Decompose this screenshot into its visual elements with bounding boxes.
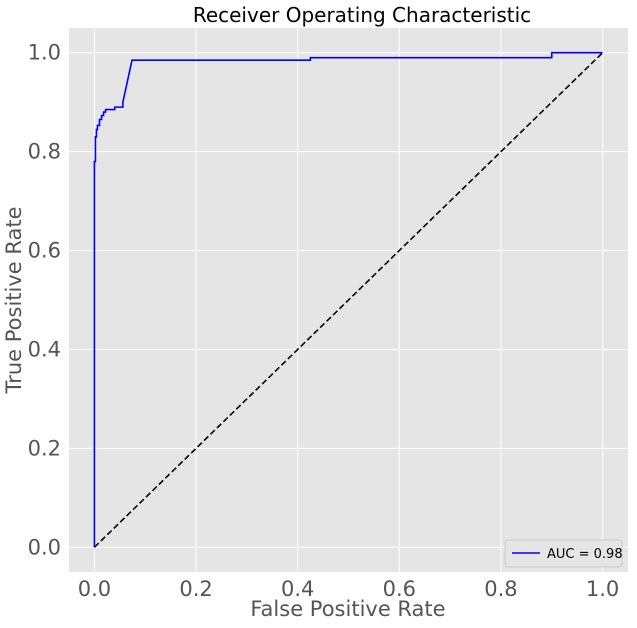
- legend-box: [504, 539, 623, 568]
- x-tick-label: 0.4: [281, 577, 314, 601]
- x-tick-label: 0.8: [484, 577, 517, 601]
- legend-label: AUC = 0.98: [547, 547, 623, 562]
- chance-diagonal-line: [93, 52, 604, 548]
- y-tick-label: 0.2: [28, 436, 61, 460]
- x-tick-label: 0.2: [179, 577, 212, 601]
- grid-lines: [69, 28, 628, 572]
- chart-title: Receiver Operating Characteristic: [193, 3, 531, 27]
- y-tick-label: 0.6: [28, 239, 61, 263]
- roc-curve-line: [93, 51, 603, 548]
- x-axis-label: False Positive Rate: [250, 597, 445, 621]
- y-tick-label: 0.0: [28, 535, 61, 559]
- x-tick-label: 0.0: [78, 577, 111, 601]
- y-tick-label: 1.0: [28, 41, 61, 65]
- y-axis-label: True Positive Rate: [2, 206, 26, 394]
- legend: AUC = 0.98: [504, 539, 623, 568]
- x-tick-label: 1.0: [586, 577, 619, 601]
- y-tick-labels: 0.0 0.2 0.4 0.6 0.8 1.0: [28, 41, 61, 560]
- series-layer: [93, 51, 604, 548]
- y-tick-label: 0.4: [28, 337, 61, 361]
- x-tick-labels: 0.0 0.2 0.4 0.6 0.8 1.0: [78, 577, 620, 601]
- y-tick-label: 0.8: [28, 140, 61, 164]
- x-tick-label: 0.6: [383, 577, 416, 601]
